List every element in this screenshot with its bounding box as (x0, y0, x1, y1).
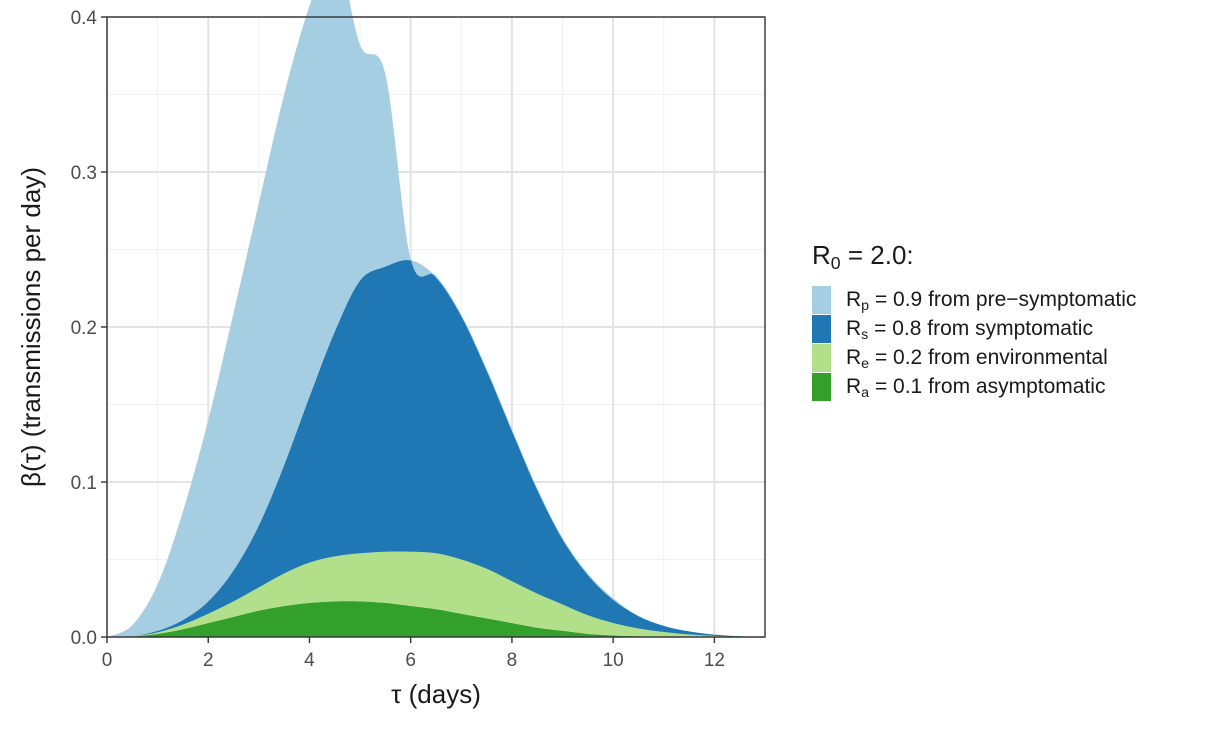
legend-label-pre-symptomatic: Rp = 0.9 from pre−symptomatic (846, 287, 1137, 314)
stacked-areas (107, 0, 765, 638)
x-tick-label: 10 (603, 650, 624, 671)
x-tick-label: 12 (704, 650, 725, 671)
x-tick-label: 2 (203, 650, 214, 671)
legend-item-environmental: Re = 0.2 from environmental (812, 343, 1136, 372)
area-asymptomatic (107, 601, 765, 638)
x-axis-title: τ (days) (391, 679, 481, 709)
legend-swatch-pre-symptomatic (812, 285, 831, 314)
y-tick-label: 0.1 (71, 473, 97, 494)
x-tick-label: 8 (507, 650, 518, 671)
legend-item-symptomatic: Rs = 0.8 from symptomatic (812, 314, 1136, 343)
legend-label-asymptomatic: Ra = 0.1 from asymptomatic (846, 374, 1106, 401)
y-tick-label: 0.2 (71, 318, 97, 339)
legend-title: R0 = 2.0: (812, 240, 914, 273)
x-tick-label: 0 (102, 650, 113, 671)
y-tick-label: 0.4 (71, 8, 98, 29)
legend-item-asymptomatic: Ra = 0.1 from asymptomatic (812, 372, 1136, 401)
legend-label-symptomatic: Rs = 0.8 from symptomatic (846, 316, 1093, 343)
x-tick-label: 6 (405, 650, 416, 671)
legend-label-environmental: Re = 0.2 from environmental (846, 345, 1108, 372)
legend-swatch-symptomatic (812, 314, 831, 343)
legend-swatch-environmental (812, 343, 831, 372)
y-axis-title: β(τ) (transmissions per day) (16, 167, 46, 487)
x-tick-label: 4 (304, 650, 315, 671)
legend-swatch-asymptomatic (812, 372, 831, 401)
area-pre-symptomatic (107, 0, 765, 637)
axes: 0 2 4 6 8 10 12 0.0 0.1 0.2 0.3 0.4 (71, 8, 725, 671)
area-environmental (107, 551, 765, 638)
legend-item-pre-symptomatic: Rp = 0.9 from pre−symptomatic (812, 285, 1136, 314)
y-tick-label: 0.0 (71, 628, 97, 649)
area-symptomatic (107, 259, 765, 637)
legend: R0 = 2.0: Rp = 0.9 from pre−symptomatic … (812, 240, 1136, 401)
y-tick-label: 0.3 (71, 163, 97, 184)
